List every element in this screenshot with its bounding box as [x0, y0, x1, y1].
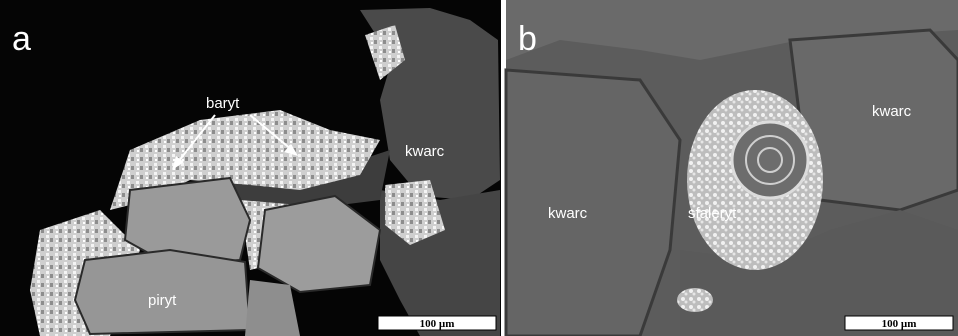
panel-a: a baryt kwarc piryt 100 µm	[0, 0, 501, 336]
mineral-label: kwarc	[548, 205, 588, 222]
panel-b: b kwarc kwarc sfaleryt 100 µm	[506, 0, 958, 336]
micrograph-figure: a baryt kwarc piryt 100 µm b kwarc kwarc…	[0, 0, 958, 336]
scale-bar-label: 100 µm	[420, 318, 455, 330]
mineral-label: kwarc	[405, 143, 445, 160]
mineral-label: kwarc	[872, 103, 912, 120]
mineral-label: piryt	[148, 292, 177, 309]
panel-letter: b	[518, 20, 537, 58]
mineral-label: baryt	[206, 95, 240, 112]
mineral-label: sfaleryt	[688, 205, 737, 222]
panel-letter: a	[12, 20, 31, 58]
scale-bar-label: 100 µm	[882, 318, 917, 330]
